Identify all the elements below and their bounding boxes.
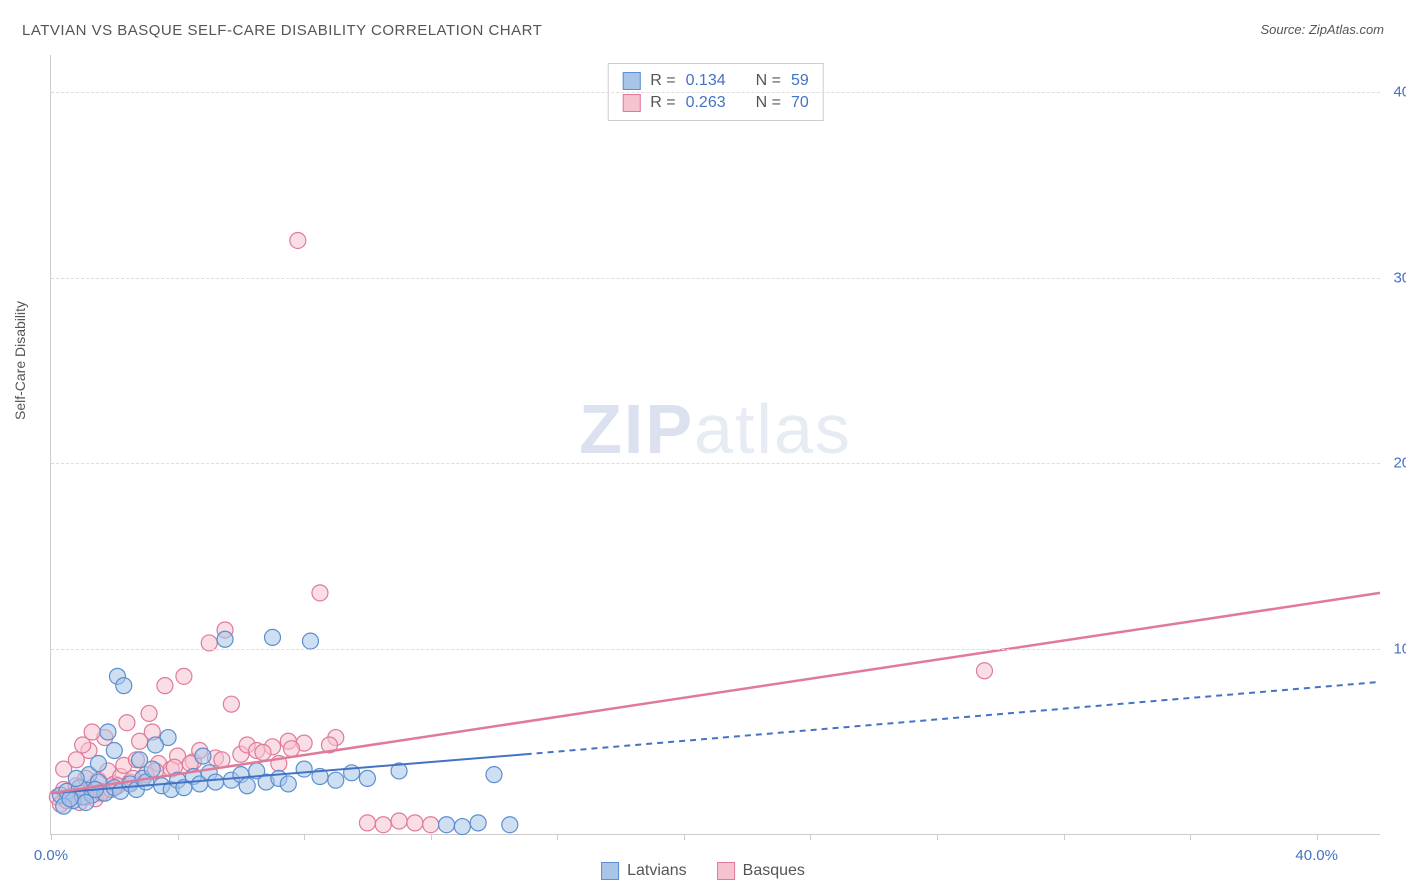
x-tick	[1190, 834, 1191, 840]
y-axis-label: Self-Care Disability	[12, 301, 28, 420]
x-tick	[557, 834, 558, 840]
gridline	[51, 649, 1380, 650]
y-tick-label: 40.0%	[1393, 84, 1406, 101]
plot-area: ZIPatlas R = 0.134 N = 59 R = 0.263 N = …	[50, 55, 1380, 835]
swatch-latvians-icon	[601, 862, 619, 880]
series-legend: Latvians Basques	[601, 862, 805, 880]
x-tick	[684, 834, 685, 840]
swatch-basques-icon	[717, 862, 735, 880]
x-tick	[304, 834, 305, 840]
y-tick-label: 30.0%	[1393, 269, 1406, 286]
scatter-plot	[51, 55, 1380, 834]
n-value: 70	[791, 94, 809, 112]
legend-item-basques: Basques	[717, 862, 805, 880]
y-tick-label: 10.0%	[1393, 640, 1406, 657]
swatch-latvians-icon	[622, 72, 640, 90]
y-tick-label: 20.0%	[1393, 455, 1406, 472]
source-label: Source: ZipAtlas.com	[1260, 22, 1384, 37]
x-tick	[1317, 834, 1318, 840]
legend-row-latvians: R = 0.134 N = 59	[622, 70, 809, 92]
gridline	[51, 278, 1380, 279]
legend-item-latvians: Latvians	[601, 862, 687, 880]
gridline	[51, 92, 1380, 93]
r-label: R =	[650, 72, 675, 90]
chart-title: LATVIAN VS BASQUE SELF-CARE DISABILITY C…	[22, 22, 542, 39]
x-tick	[810, 834, 811, 840]
x-tick-label: 0.0%	[34, 847, 68, 864]
n-label: N =	[756, 72, 781, 90]
r-value: 0.134	[686, 72, 726, 90]
swatch-basques-icon	[622, 94, 640, 112]
x-tick	[937, 834, 938, 840]
x-tick-label: 40.0%	[1295, 847, 1338, 864]
n-value: 59	[791, 72, 809, 90]
legend-row-basques: R = 0.263 N = 70	[622, 92, 809, 114]
x-tick	[431, 834, 432, 840]
x-tick	[51, 834, 52, 840]
x-tick	[178, 834, 179, 840]
legend-label: Basques	[743, 862, 805, 880]
n-label: N =	[756, 94, 781, 112]
r-label: R =	[650, 94, 675, 112]
r-value: 0.263	[686, 94, 726, 112]
legend-label: Latvians	[627, 862, 687, 880]
chart-container: LATVIAN VS BASQUE SELF-CARE DISABILITY C…	[0, 0, 1406, 892]
x-tick	[1064, 834, 1065, 840]
gridline	[51, 463, 1380, 464]
